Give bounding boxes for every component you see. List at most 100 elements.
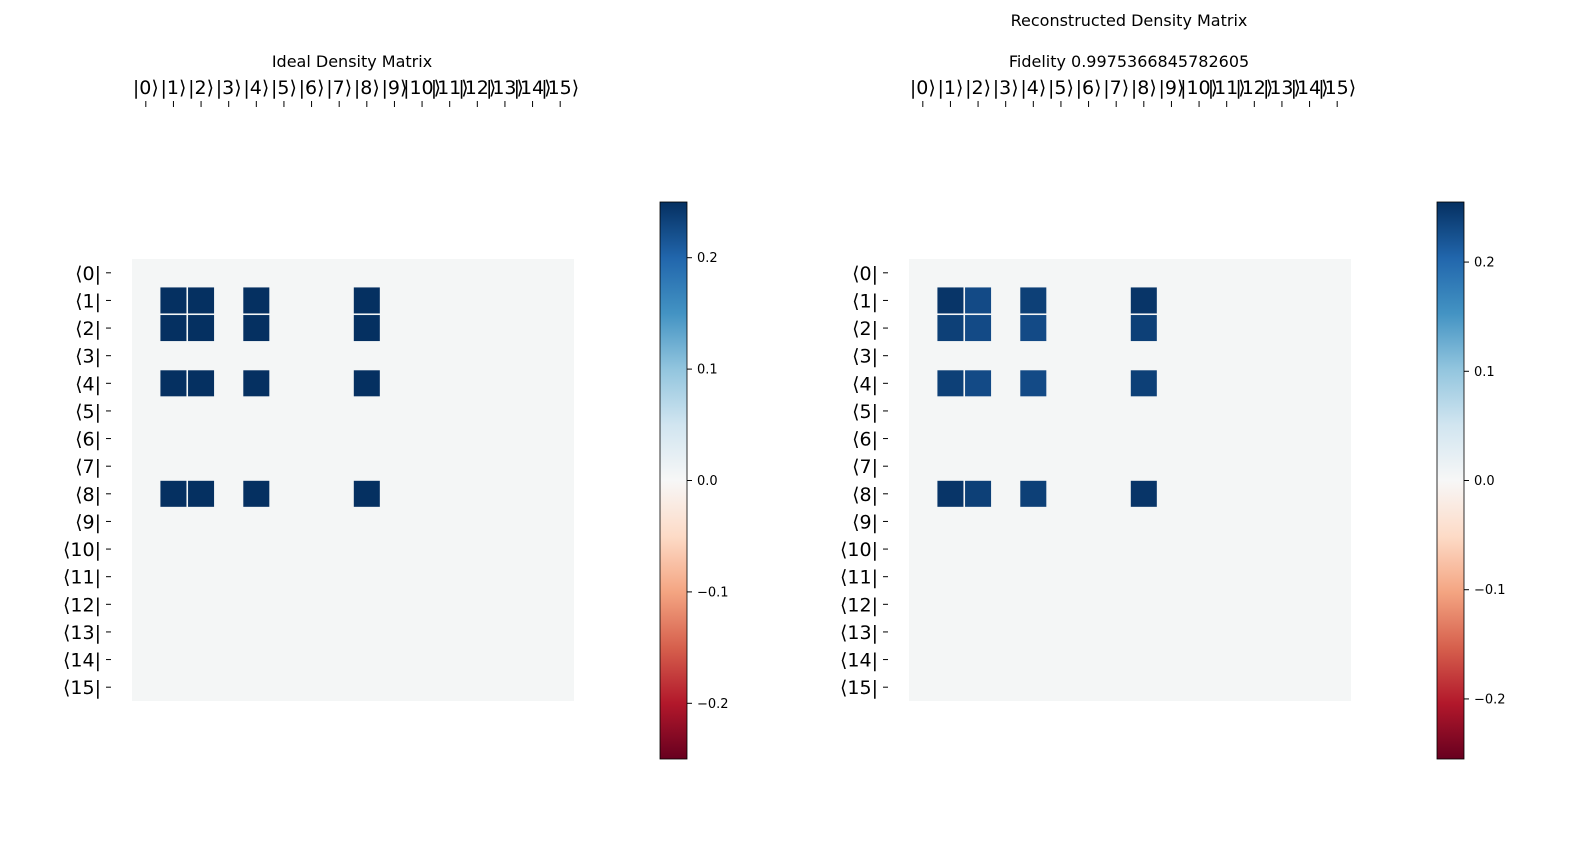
ideal-cell-r1-c4 <box>243 287 270 314</box>
reconstructed-x-tick-label-5: |5⟩ <box>1048 77 1074 99</box>
ideal-x-tick-label-3: |3⟩ <box>216 77 242 99</box>
reconstructed-cell-r8-c1 <box>937 480 964 507</box>
ideal-x-axis: |0⟩ |1⟩ |2⟩ |3⟩ |4⟩ |5⟩ |6⟩ |7⟩ |8⟩ |9⟩|10⟩|11⟩|1… <box>133 77 579 107</box>
reconstructed-x-tick-label-13: |13⟩ <box>1263 77 1301 99</box>
reconstructed-y-tick-label-8: ⟨8| <box>852 484 878 506</box>
ideal-cell-r4-c8 <box>353 370 380 397</box>
ideal-y-tick-label-14: ⟨14| <box>63 650 101 672</box>
ideal-cell-r8-c4 <box>243 480 270 507</box>
reconstructed-y-tick-label-6: ⟨6| <box>852 429 878 451</box>
reconstructed-y-tick-label-10: ⟨10| <box>840 539 878 561</box>
reconstructed-cell-r4-c4 <box>1020 370 1047 397</box>
ideal-y-tick-label-3: ⟨3| <box>75 346 101 368</box>
ideal-colorbar-tick-label-3: −0.1 <box>697 585 729 600</box>
ideal-y-tick-label-12: ⟨12| <box>63 594 101 616</box>
reconstructed-y-tick-label-7: ⟨7| <box>852 456 878 478</box>
ideal-x-tick-label-4: |4⟩ <box>243 77 269 99</box>
reconstructed-cell-r4-c8 <box>1130 370 1157 397</box>
reconstructed-colorbar-ticks: 0.2 0.1 0.0 −0.1 −0.2 <box>1464 256 1506 707</box>
reconstructed-x-tick-label-2: |2⟩ <box>965 77 991 99</box>
ideal-x-tick-label-11: |11⟩ <box>431 77 469 99</box>
reconstructed-y-tick-label-9: ⟨9| <box>852 511 878 533</box>
reconstructed-colorbar-tick-label-0: 0.2 <box>1474 256 1495 271</box>
ideal-colorbar-tick-label-4: −0.2 <box>697 697 729 712</box>
reconstructed-y-tick-label-2: ⟨2| <box>852 318 878 340</box>
ideal-x-tick-label-0: |0⟩ <box>133 77 159 99</box>
reconstructed-y-tick-label-15: ⟨15| <box>840 677 878 699</box>
ideal-cell-r1-c1 <box>160 287 187 314</box>
reconstructed-y-tick-label-14: ⟨14| <box>840 650 878 672</box>
ideal-colorbar-tick-label-0: 0.2 <box>697 251 718 266</box>
reconstructed-title: Reconstructed Density Matrix <box>1011 11 1248 30</box>
ideal-panel: Ideal Density Matrix |0⟩ |1⟩ |2⟩ |3⟩ |4⟩ |5⟩ |… <box>63 52 729 760</box>
reconstructed-colorbar-tick-label-3: −0.1 <box>1474 583 1506 598</box>
reconstructed-x-tick-label-6: |6⟩ <box>1076 77 1102 99</box>
reconstructed-colorbar <box>1436 201 1465 760</box>
ideal-colorbar-tick-label-1: 0.1 <box>697 363 718 378</box>
reconstructed-x-tick-label-1: |1⟩ <box>937 77 963 99</box>
ideal-y-tick-label-11: ⟨11| <box>63 567 101 589</box>
ideal-cell-r8-c1 <box>160 480 187 507</box>
ideal-cell-r8-c2 <box>188 480 215 507</box>
reconstructed-y-tick-label-4: ⟨4| <box>852 373 878 395</box>
ideal-cell-r1-c8 <box>353 287 380 314</box>
reconstructed-panel: Reconstructed Density Matrix Fidelity 0.… <box>840 11 1506 760</box>
ideal-y-tick-label-4: ⟨4| <box>75 373 101 395</box>
ideal-cell-r4-c2 <box>188 370 215 397</box>
ideal-x-tick-label-12: |12⟩ <box>458 77 496 99</box>
reconstructed-cell-r1-c1 <box>937 287 964 314</box>
ideal-x-tick-label-15: |15⟩ <box>541 77 579 99</box>
ideal-cell-r2-c2 <box>188 315 215 342</box>
ideal-x-tick-label-5: |5⟩ <box>271 77 297 99</box>
ideal-cell-r4-c4 <box>243 370 270 397</box>
reconstructed-cell-r4-c1 <box>937 370 964 397</box>
reconstructed-y-tick-label-5: ⟨5| <box>852 401 878 423</box>
reconstructed-y-tick-label-3: ⟨3| <box>852 346 878 368</box>
reconstructed-x-tick-label-9: |9⟩ <box>1158 77 1184 99</box>
reconstructed-y-axis: ⟨0| ⟨1| ⟨2| ⟨3| ⟨4| ⟨5| ⟨6| ⟨7| ⟨8| ⟨9| ⟨10| ⟨11| ⟨1… <box>840 263 888 699</box>
ideal-y-tick-label-6: ⟨6| <box>75 429 101 451</box>
reconstructed-cell-r4-c2 <box>965 370 992 397</box>
ideal-x-tick-label-2: |2⟩ <box>188 77 214 99</box>
ideal-y-tick-label-13: ⟨13| <box>63 622 101 644</box>
ideal-y-tick-label-15: ⟨15| <box>63 677 101 699</box>
ideal-cell-r2-c8 <box>353 315 380 342</box>
ideal-matrix-cells <box>160 287 380 507</box>
reconstructed-cell-r8-c2 <box>965 480 992 507</box>
reconstructed-x-tick-label-14: |14⟩ <box>1291 77 1329 99</box>
ideal-cell-r4-c1 <box>160 370 187 397</box>
ideal-cell-r2-c4 <box>243 315 270 342</box>
ideal-y-tick-label-7: ⟨7| <box>75 456 101 478</box>
ideal-y-axis: ⟨0| ⟨1| ⟨2| ⟨3| ⟨4| ⟨5| ⟨6| ⟨7| ⟨8| ⟨9| ⟨10| ⟨11| ⟨1… <box>63 263 111 699</box>
reconstructed-colorbar-tick-label-2: 0.0 <box>1474 474 1495 489</box>
fidelity-subtitle: Fidelity 0.9975366845782605 <box>1009 52 1249 71</box>
reconstructed-cell-r2-c2 <box>965 315 992 342</box>
ideal-x-tick-label-10: |10⟩ <box>403 77 441 99</box>
ideal-y-tick-label-9: ⟨9| <box>75 511 101 533</box>
reconstructed-y-tick-label-12: ⟨12| <box>840 594 878 616</box>
reconstructed-x-axis: |0⟩ |1⟩ |2⟩ |3⟩ |4⟩ |5⟩ |6⟩ |7⟩ |8⟩ |9⟩|10⟩|11⟩|1… <box>910 77 1356 107</box>
ideal-x-tick-label-7: |7⟩ <box>326 77 352 99</box>
reconstructed-colorbar-tick-label-4: −0.2 <box>1474 692 1506 707</box>
reconstructed-cell-r2-c4 <box>1020 315 1047 342</box>
reconstructed-cell-r1-c8 <box>1130 287 1157 314</box>
ideal-x-tick-label-1: |1⟩ <box>160 77 186 99</box>
ideal-x-tick-label-8: |8⟩ <box>354 77 380 99</box>
reconstructed-y-tick-label-13: ⟨13| <box>840 622 878 644</box>
reconstructed-colorbar-tick-label-1: 0.1 <box>1474 365 1495 380</box>
ideal-cell-r1-c2 <box>188 287 215 314</box>
reconstructed-cell-r1-c4 <box>1020 287 1047 314</box>
ideal-title: Ideal Density Matrix <box>272 52 432 71</box>
ideal-y-tick-label-5: ⟨5| <box>75 401 101 423</box>
ideal-y-tick-label-2: ⟨2| <box>75 318 101 340</box>
reconstructed-x-tick-label-4: |4⟩ <box>1020 77 1046 99</box>
ideal-colorbar-tick-label-2: 0.0 <box>697 474 718 489</box>
reconstructed-y-tick-label-11: ⟨11| <box>840 567 878 589</box>
ideal-colorbar-ticks: 0.2 0.1 0.0 −0.1 −0.2 <box>687 251 729 712</box>
ideal-cell-r2-c1 <box>160 315 187 342</box>
ideal-x-tick-label-14: |14⟩ <box>514 77 552 99</box>
reconstructed-cell-r8-c8 <box>1130 480 1157 507</box>
reconstructed-x-tick-label-10: |10⟩ <box>1180 77 1218 99</box>
reconstructed-x-tick-label-8: |8⟩ <box>1131 77 1157 99</box>
